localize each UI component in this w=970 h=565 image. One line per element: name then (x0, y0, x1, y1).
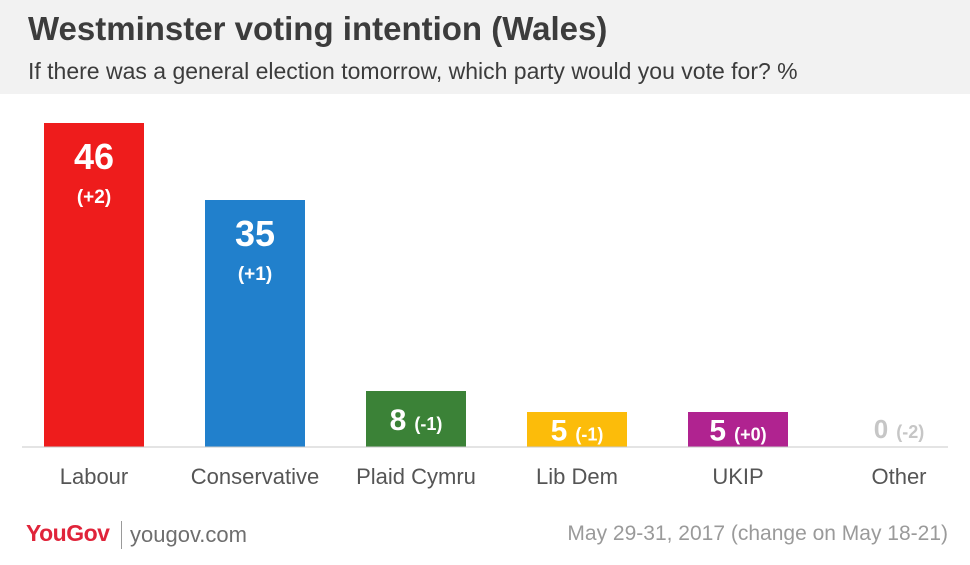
change-label-plaid-cymru: (-1) (414, 414, 442, 434)
value-label-conservative: 35 (235, 213, 275, 254)
category-label-lib-dem: Lib Dem (536, 464, 618, 489)
bar-labour (44, 123, 144, 447)
chart-title: Westminster voting intention (Wales) (28, 10, 608, 47)
bar-lib-dem (527, 412, 627, 447)
category-label-labour: Labour (60, 464, 129, 489)
bar-ukip (688, 412, 788, 447)
value-number-lib-dem: 5 (551, 415, 568, 448)
chart-subtitle: If there was a general election tomorrow… (28, 58, 798, 84)
value-label-lib-dem: 5 (-1) (551, 415, 604, 448)
change-label-labour: (+2) (77, 187, 111, 208)
change-label-other: (-2) (896, 422, 924, 442)
value-number-ukip: 5 (709, 415, 726, 448)
value-label-ukip: 5 (+0) (709, 415, 766, 448)
change-label-conservative: (+1) (238, 264, 272, 285)
category-label-other: Other (871, 464, 926, 489)
category-label-plaid-cymru: Plaid Cymru (356, 464, 476, 489)
footer-divider (121, 521, 122, 549)
footer-website: yougov.com (130, 522, 247, 547)
value-label-other: 0 (-2) (874, 414, 924, 444)
value-number-plaid-cymru: 8 (390, 404, 407, 437)
category-label-ukip: UKIP (712, 464, 763, 489)
header-band: Westminster voting intention (Wales) If … (0, 0, 970, 94)
bar-conservative (205, 200, 305, 447)
change-label-lib-dem: (-1) (575, 425, 603, 445)
bars-group (44, 123, 788, 447)
footer-date: May 29-31, 2017 (change on May 18-21) (567, 522, 948, 545)
yougov-logo: YouGov (26, 520, 110, 546)
value-label-plaid-cymru: 8 (-1) (390, 404, 443, 437)
value-label-labour: 46 (74, 136, 114, 177)
labels-group: 46 (+2) Labour 35 (+1) Conservative 8 (-1) Plaid… (60, 136, 927, 489)
bar-plaid-cymru (366, 391, 466, 447)
bar-chart: 46 (+2) Labour 35 (+1) Conservative 8 (-1) Plaid… (22, 123, 948, 489)
value-number-other: 0 (874, 414, 888, 444)
change-label-ukip: (+0) (734, 425, 767, 445)
category-label-conservative: Conservative (191, 464, 319, 489)
